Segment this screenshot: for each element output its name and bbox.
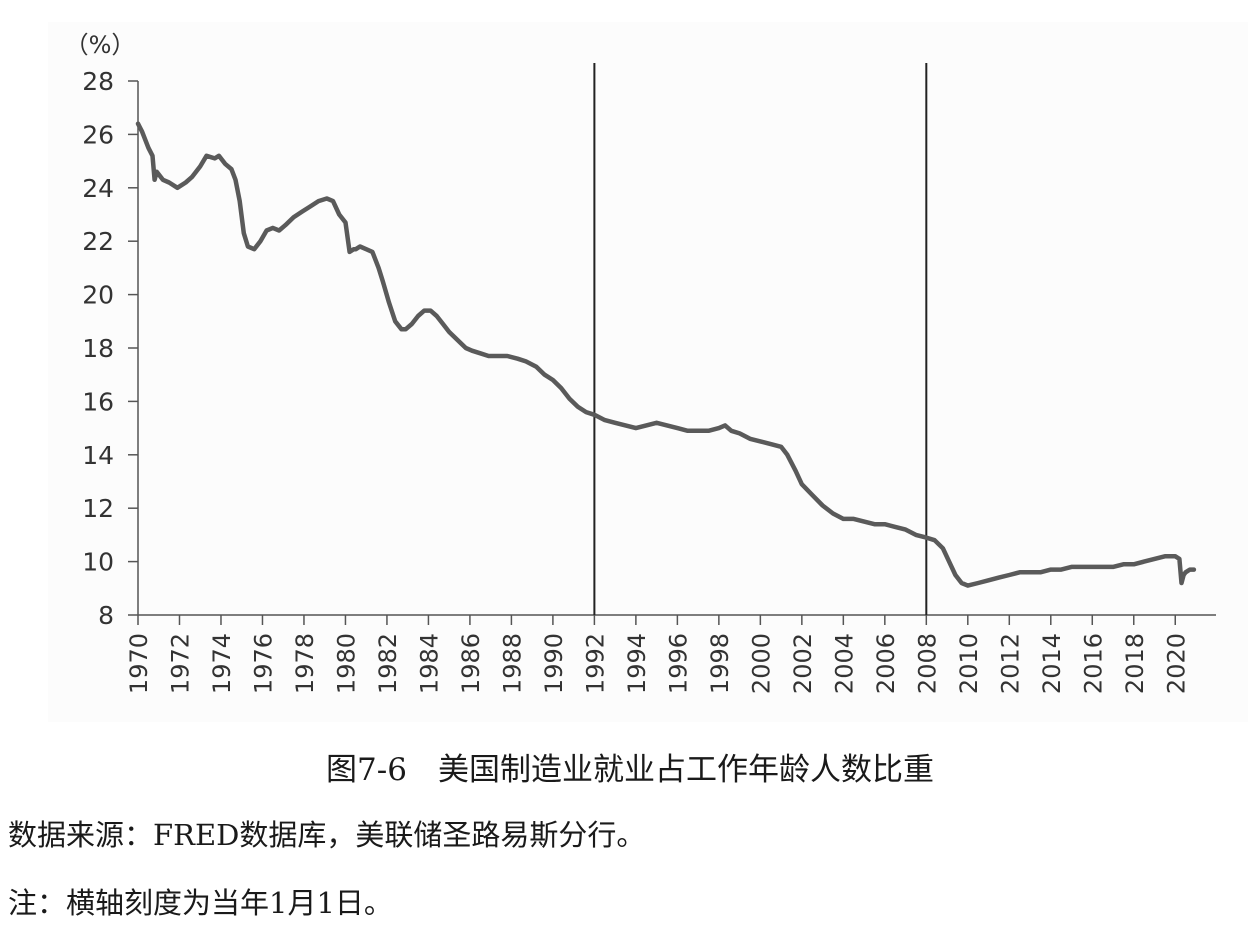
- y-tick-label: 8: [98, 601, 114, 630]
- y-tick-label: 26: [82, 120, 114, 149]
- x-tick-label: 1986: [457, 633, 485, 694]
- x-tick-label: 1988: [498, 633, 526, 694]
- x-tick-label: 1990: [540, 633, 568, 694]
- y-tick-label: 28: [82, 67, 114, 96]
- x-tick-label: 1980: [332, 633, 360, 694]
- x-tick-label: 1978: [291, 633, 319, 694]
- x-tick-label: 1974: [208, 633, 236, 694]
- x-tick-label: 2008: [913, 633, 941, 694]
- x-tick-label: 2016: [1079, 633, 1107, 694]
- y-tick-label: 24: [82, 174, 114, 203]
- x-tick-label: 1972: [166, 633, 194, 694]
- y-tick-label: 22: [82, 227, 114, 256]
- chart-panel: （%） 8 10 12 14 16 18 20 22 24 26 28 1970 1972 1974 1976…: [48, 22, 1248, 722]
- series-line: [138, 124, 1194, 586]
- x-tick-label: 1998: [706, 633, 734, 694]
- y-tick-label: 10: [82, 548, 114, 577]
- x-tick-label: 2004: [830, 633, 858, 694]
- x-tick-label: 2018: [1121, 633, 1149, 694]
- x-tick-label: 2006: [872, 633, 900, 694]
- x-tick-label: 1996: [664, 633, 692, 694]
- figure-title: 图7-6 美国制造业就业占工作年龄人数比重: [0, 744, 1260, 789]
- x-tick-label: 1992: [581, 633, 609, 694]
- line-chart: （%） 8 10 12 14 16 18 20 22 24 26 28 1970 1972 1974 1976…: [48, 22, 1248, 722]
- x-tick-label: 1984: [415, 633, 443, 694]
- x-tick-label: 1982: [374, 633, 402, 694]
- y-axis-unit-label: （%）: [65, 31, 136, 59]
- x-tick-label: 1994: [623, 633, 651, 694]
- source-note: 数据来源：FRED数据库，美联储圣路易斯分行。: [8, 812, 645, 854]
- y-tick-label: 16: [82, 387, 114, 416]
- y-tick-label: 14: [82, 441, 114, 470]
- x-tick-label: 2000: [747, 633, 775, 694]
- x-tick-label: 2020: [1162, 633, 1190, 694]
- axis-note: 注：横轴刻度为当年1月1日。: [8, 880, 393, 922]
- x-tick-label: 1976: [249, 633, 277, 694]
- x-tick-label: 2014: [1038, 633, 1066, 694]
- x-tick-label: 2010: [955, 633, 983, 694]
- x-tick-label: 1970: [125, 633, 153, 694]
- y-tick-label: 18: [82, 334, 114, 363]
- y-tick-label: 12: [82, 494, 114, 523]
- x-tick-label: 2002: [789, 633, 817, 694]
- y-tick-label: 20: [82, 281, 114, 310]
- x-tick-label: 2012: [996, 633, 1024, 694]
